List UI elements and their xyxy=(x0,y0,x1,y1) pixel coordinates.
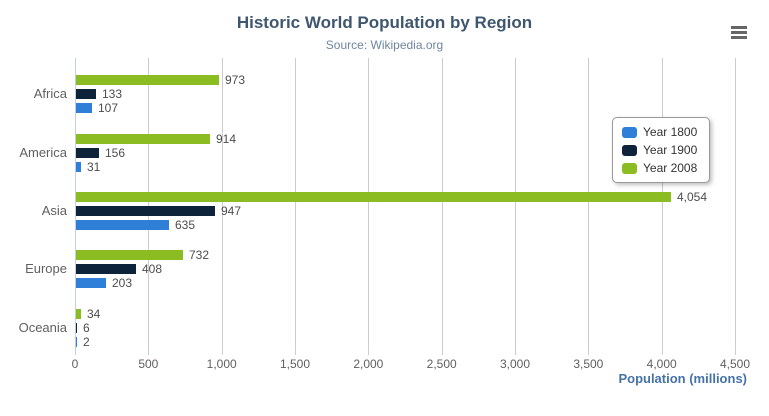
gridline-1,000 xyxy=(221,58,223,350)
bar-year-1800-europe[interactable] xyxy=(76,278,106,289)
data-label-year-1800-europe: 203 xyxy=(112,276,133,291)
data-label-year-1800-america: 31 xyxy=(87,159,101,174)
legend-label-year-1900: Year 1900 xyxy=(643,143,698,157)
legend-swatch-year-2008 xyxy=(622,162,637,174)
bar-year-1900-europe[interactable] xyxy=(76,264,136,275)
data-label-year-1900-africa: 133 xyxy=(102,87,123,102)
gridline-3,500 xyxy=(588,58,590,350)
bar-year-1900-africa[interactable] xyxy=(76,89,96,100)
data-label-year-2008-oceania: 34 xyxy=(87,306,101,321)
x-axis-tick-label: 1,000 xyxy=(206,357,237,371)
y-axis-line xyxy=(75,58,76,355)
hamburger-menu-icon xyxy=(731,25,747,29)
data-label-year-1900-asia: 947 xyxy=(221,204,242,218)
legend: Year 1800 Year 1900 Year 2008 xyxy=(612,117,711,183)
hamburger-menu-icon xyxy=(731,30,747,34)
data-label-year-2008-europe: 732 xyxy=(189,248,210,263)
bar-year-1800-africa[interactable] xyxy=(76,103,92,114)
bar-year-1800-asia[interactable] xyxy=(76,220,169,230)
x-axis-tick-label: 4,500 xyxy=(719,357,751,371)
x-axis-tick-label: 4,000 xyxy=(646,357,677,371)
bar-year-2008-america[interactable] xyxy=(76,133,210,144)
chart-title: Historic World Population by Region xyxy=(236,13,533,32)
x-axis-tick-label: 2,000 xyxy=(353,357,384,371)
gridline-3,000 xyxy=(515,58,516,350)
x-axis-tick-label: 0 xyxy=(71,357,79,371)
x-axis-tick xyxy=(368,350,370,355)
legend-swatch-year-1800 xyxy=(622,126,637,138)
bar-year-1900-america[interactable] xyxy=(76,147,99,158)
x-axis-tick xyxy=(295,350,296,355)
data-label-year-1900-europe: 408 xyxy=(142,262,163,277)
bar-year-2008-oceania[interactable] xyxy=(76,308,81,319)
x-axis-tick-label: 3,000 xyxy=(499,357,531,371)
legend-item-year-1800[interactable]: Year 1800 xyxy=(622,125,697,139)
legend-label-year-1800: Year 1800 xyxy=(643,125,698,139)
x-axis-tick xyxy=(515,350,516,355)
x-axis-tick xyxy=(441,350,443,355)
category-label-africa: Africa xyxy=(33,86,67,102)
data-label-year-1800-oceania: 2 xyxy=(83,334,90,349)
bar-year-2008-asia[interactable] xyxy=(76,192,671,202)
x-axis-tick xyxy=(148,350,150,355)
hamburger-menu-icon xyxy=(731,35,747,39)
legend-item-year-1900[interactable]: Year 1900 xyxy=(622,143,697,157)
chart-subtitle: Source: Wikipedia.org xyxy=(325,38,444,52)
x-axis-tick xyxy=(588,350,590,355)
legend-swatch-year-1900 xyxy=(622,144,637,156)
legend-item-year-2008[interactable]: Year 2008 xyxy=(622,161,697,175)
data-label-year-2008-america: 914 xyxy=(216,131,237,146)
data-label-year-1900-oceania: 6 xyxy=(83,320,90,335)
category-label-asia: Asia xyxy=(41,203,67,218)
bar-year-1800-america[interactable] xyxy=(76,161,81,172)
gridline-4,500 xyxy=(735,58,736,350)
x-axis-tick xyxy=(735,350,736,355)
x-axis-tick-label: 2,500 xyxy=(426,357,457,371)
x-axis-tick xyxy=(221,350,223,355)
data-label-year-2008-asia: 4,054 xyxy=(677,190,708,204)
x-axis-title: Population (millions) xyxy=(618,371,747,386)
data-label-year-1800-asia: 635 xyxy=(175,218,196,232)
category-label-europe: Europe xyxy=(25,261,67,277)
bar-year-1900-oceania[interactable] xyxy=(76,322,77,333)
gridline-4,000 xyxy=(661,58,663,350)
category-label-america: America xyxy=(19,144,67,160)
gridline-2,500 xyxy=(441,58,443,350)
bar-year-1800-oceania[interactable] xyxy=(76,336,77,347)
gridline-500 xyxy=(148,58,150,350)
bar-year-1900-asia[interactable] xyxy=(76,206,215,216)
gridline-1,500 xyxy=(295,58,296,350)
data-label-year-2008-africa: 973 xyxy=(225,73,246,88)
export-menu-button[interactable] xyxy=(728,22,750,42)
x-axis-tick-label: 3,500 xyxy=(573,357,604,371)
legend-label-year-2008: Year 2008 xyxy=(643,161,698,175)
bar-year-2008-europe[interactable] xyxy=(76,250,183,261)
category-label-oceania: Oceania xyxy=(18,319,67,335)
data-label-year-1800-africa: 107 xyxy=(98,101,119,116)
x-axis-tick xyxy=(661,350,663,355)
bar-year-2008-africa[interactable] xyxy=(76,75,219,86)
data-label-year-1900-america: 156 xyxy=(105,145,126,160)
x-axis-tick-label: 1,500 xyxy=(279,357,311,371)
gridline-2,000 xyxy=(368,58,370,350)
x-axis-tick-label: 500 xyxy=(138,357,159,371)
